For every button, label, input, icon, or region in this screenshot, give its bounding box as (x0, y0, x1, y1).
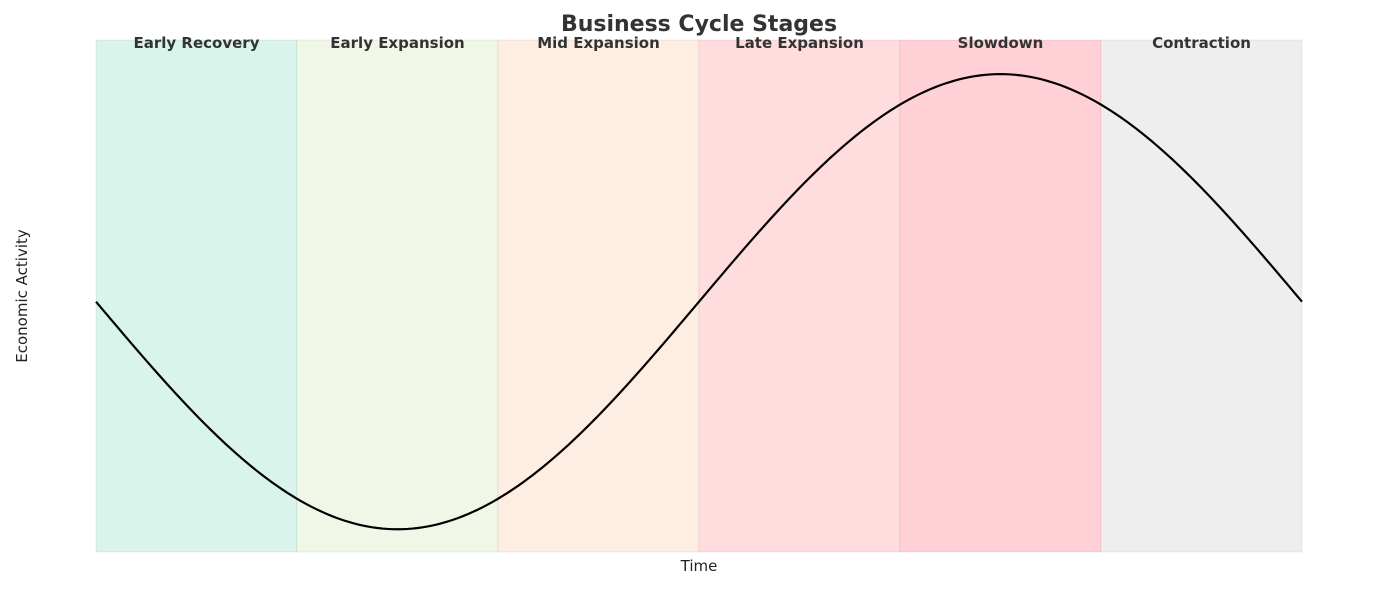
x-axis-label: Time (680, 557, 718, 575)
stage-band-0 (95, 39, 298, 553)
stage-band-1 (296, 39, 499, 553)
y-axis-label: Economic Activity (13, 229, 31, 363)
stage-label-5: Contraction (1152, 34, 1251, 52)
stage-band-3 (698, 39, 901, 553)
stage-label-4: Slowdown (958, 34, 1044, 52)
stage-label-2: Mid Expansion (537, 34, 660, 52)
stage-bands (95, 39, 1303, 553)
stage-label-3: Late Expansion (735, 34, 864, 52)
stage-label-0: Early Recovery (134, 34, 260, 52)
economic-activity-line (95, 73, 1303, 531)
stage-label-1: Early Expansion (330, 34, 464, 52)
stage-band-4 (899, 39, 1102, 553)
stage-band-5 (1100, 39, 1303, 553)
stage-band-2 (497, 39, 700, 553)
chart-title: Business Cycle Stages (561, 12, 837, 37)
stage-labels: Early Recovery Early Expansion Mid Expansi… (134, 34, 1251, 52)
